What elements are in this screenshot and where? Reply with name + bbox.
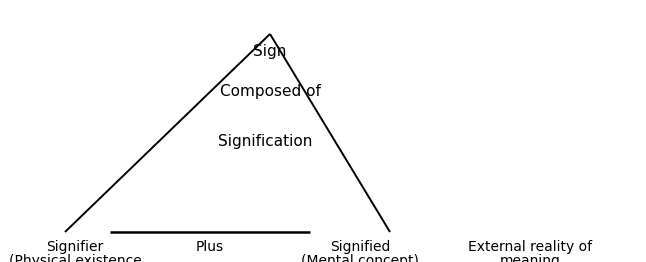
Text: Signifier: Signifier [47, 240, 103, 254]
Text: Sign: Sign [253, 44, 287, 59]
Text: (Mental concept): (Mental concept) [301, 254, 419, 262]
Text: meaning: meaning [499, 254, 561, 262]
Text: (Physical existence: (Physical existence [8, 254, 141, 262]
Text: Plus: Plus [196, 240, 224, 254]
Text: Composed of: Composed of [220, 84, 320, 99]
Text: External reality of: External reality of [468, 240, 592, 254]
Text: Signification: Signification [218, 134, 312, 149]
Text: Signified: Signified [330, 240, 390, 254]
